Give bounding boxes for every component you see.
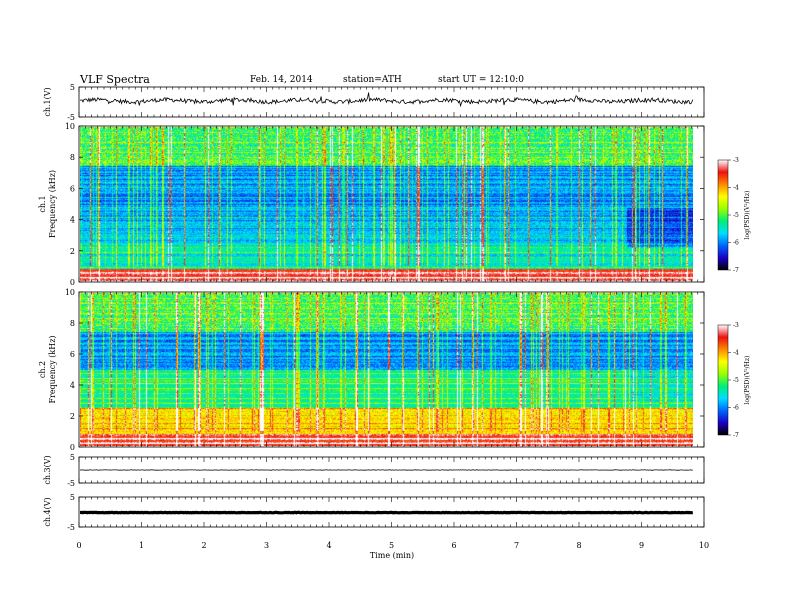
ch1-waveform-ylabel-line: ch.1(V) (43, 87, 52, 116)
x-tick-label: 8 (576, 541, 581, 550)
ch2-spectrogram-ytick-label: 0 (70, 443, 75, 452)
ch2-spectrogram-ytick-label: 10 (65, 288, 75, 297)
x-tick-label: 3 (264, 541, 269, 550)
ch1-spectrogram-ytick-label: 6 (70, 184, 75, 193)
ch2-spectrogram-ytick-label: 2 (70, 412, 75, 421)
colorbar-label: log(PSD)(V²/Hz) (744, 191, 751, 240)
ch1-spectrogram-ylabel: ch.1Frequency (kHz) (38, 170, 57, 238)
x-tick-label: 9 (639, 541, 644, 550)
x-tick-label: 7 (514, 541, 519, 550)
ch4-waveform-ytick-label: 5 (70, 493, 75, 502)
ch2-spectrogram-image (80, 293, 693, 446)
ch1-waveform-ylabel: ch.1(V) (43, 87, 52, 116)
ch1-waveform-ytick-label: -5 (67, 113, 75, 122)
ch1-spectrogram-image (80, 127, 693, 281)
ch1-waveform-panel: 5 -5 ch.1(V) (43, 83, 705, 122)
ch1-waveform-trace (80, 92, 694, 108)
ch3-waveform-ylabel-line: ch.3(V) (43, 455, 52, 484)
x-axis-label: Time (min) (370, 551, 414, 560)
x-tick-label: 4 (326, 541, 331, 550)
ch1-spectrogram-ylabel-line: Frequency (kHz) (48, 170, 57, 238)
ch4-waveform-panel: 5 -5 ch.4(V) (43, 493, 705, 532)
station-label: station=ATH (343, 75, 402, 85)
colorbar-2 (717, 324, 729, 436)
ch2-spectrogram-ytick-label: 4 (70, 381, 75, 390)
ch1-spectrogram-ytick-label: 0 (70, 278, 75, 287)
colorbar-tick-label: -5 (733, 377, 739, 384)
ch2-spectrogram-panel: 10 8 6 4 2 0 ch.2Frequency (kHz) (38, 288, 705, 452)
ch3-waveform-ytick-label: 5 (70, 453, 75, 462)
ch1-spectrogram-ytick-label: 2 (70, 247, 75, 256)
ch2-spectrogram-ylabel: ch.2Frequency (kHz) (38, 335, 57, 403)
ch3-waveform-panel: 5 -5 ch.3(V) (43, 453, 705, 488)
ch1-spectrogram-ytick-label: 8 (70, 153, 75, 162)
ch2-spectrogram-ylabel-line: Frequency (kHz) (48, 335, 57, 403)
time-axis: 0 1 2 3 4 5 6 7 8 9 10 Time (min) (76, 541, 709, 560)
colorbars: -3 -4 -5 -6 -7 log(PSD)(V²/Hz) -3 -4 -5 -6 -7 log(P… (717, 157, 751, 439)
x-tick-label: 10 (699, 541, 709, 550)
colorbar-1 (717, 159, 729, 271)
ch2-spectrogram-ylabel-line: ch.2 (38, 361, 47, 378)
ch3-waveform-ytick-label: -5 (67, 479, 75, 488)
ch3-waveform-ylabel: ch.3(V) (43, 455, 52, 484)
colorbar-tick-label: -7 (733, 432, 739, 439)
colorbar-tick-label: -6 (733, 240, 739, 247)
ch2-spectrogram-ytick-label: 8 (70, 319, 75, 328)
ch1-spectrogram-ytick-label: 4 (70, 216, 75, 225)
x-tick-label: 5 (389, 541, 394, 550)
ch4-waveform-ylabel-line: ch.4(V) (43, 497, 52, 526)
ch2-spectrogram-ytick-label: 6 (70, 350, 75, 359)
x-tick-label: 1 (139, 541, 144, 550)
x-tick-label: 0 (76, 541, 81, 550)
ch1-spectrogram-ytick-label: 10 (65, 122, 75, 131)
colorbar-tick-label: -3 (733, 322, 739, 329)
ch1-waveform-ytick-label: 5 (70, 83, 75, 92)
ch4-waveform-ylabel: ch.4(V) (43, 497, 52, 526)
ch4-waveform-ytick-label: -5 (67, 523, 75, 532)
x-tick-label: 6 (451, 541, 456, 550)
start-time-label: start UT = 12:10:0 (438, 75, 524, 85)
ch1-spectrogram-ylabel-line: ch.1 (38, 195, 47, 212)
colorbar-tick-label: -4 (733, 185, 739, 192)
colorbar-tick-label: -4 (733, 350, 739, 357)
colorbar-label: log(PSD)(V²/Hz) (744, 356, 751, 405)
x-tick-label: 2 (201, 541, 206, 550)
colorbar-tick-label: -7 (733, 267, 739, 274)
colorbar-tick-label: -5 (733, 212, 739, 219)
figure-title: VLF Spectra (79, 73, 150, 86)
colorbar-tick-label: -6 (733, 405, 739, 412)
ch1-spectrogram-panel: 10 8 6 4 2 0 ch.1Frequency (kHz) (38, 122, 705, 287)
colorbar-tick-label: -3 (733, 157, 739, 164)
date-label: Feb. 14, 2014 (250, 75, 313, 85)
